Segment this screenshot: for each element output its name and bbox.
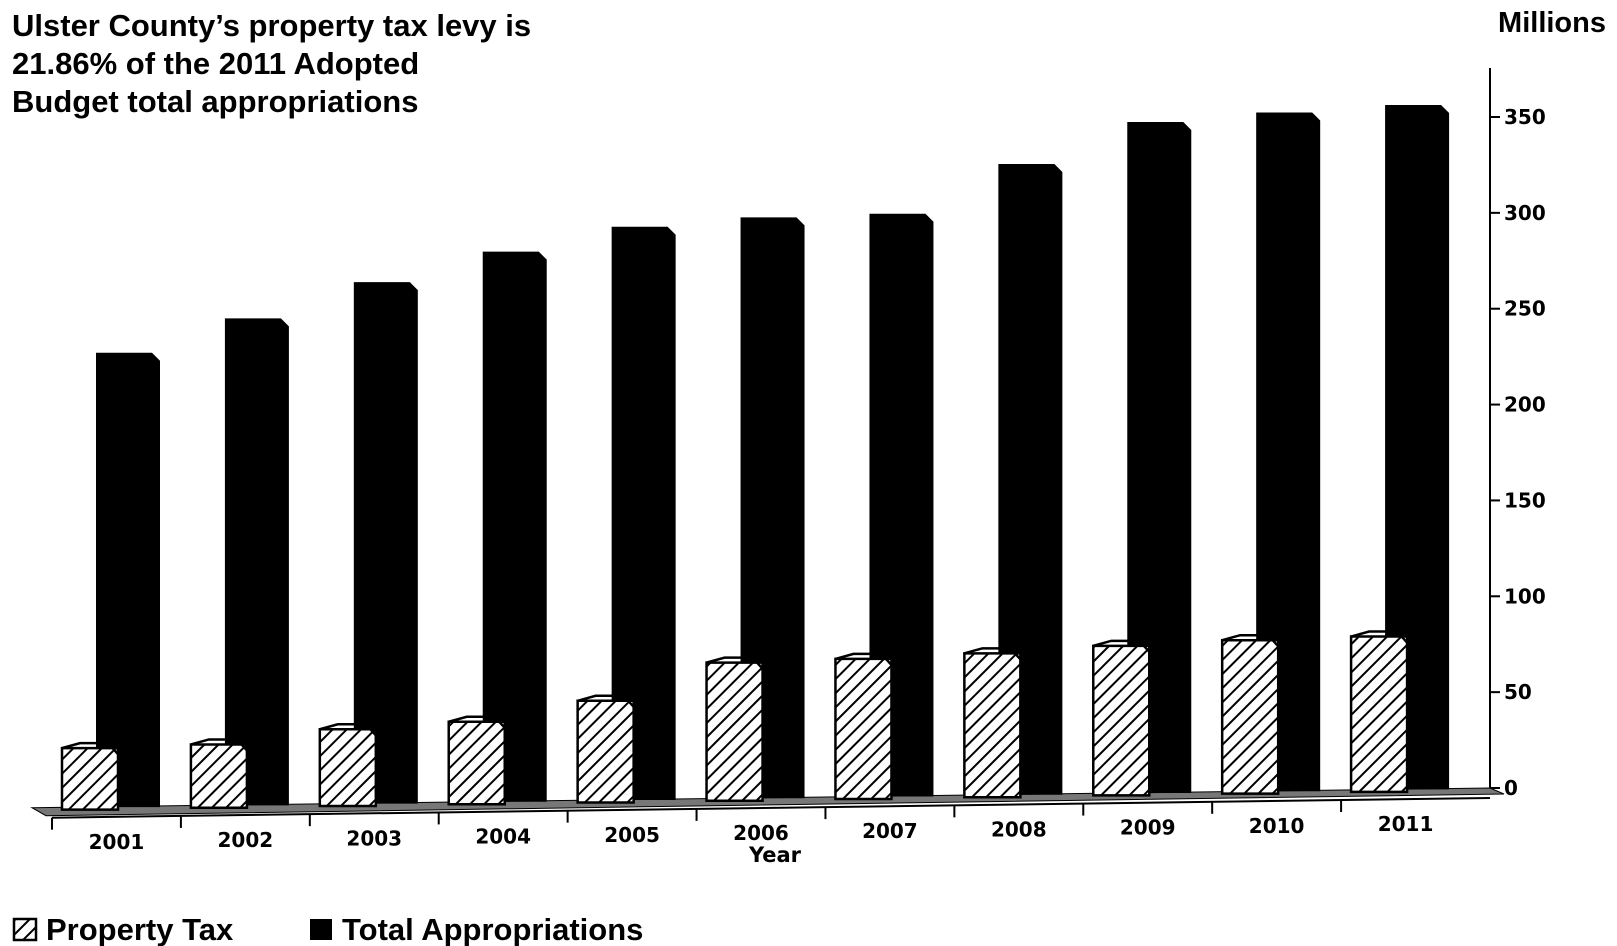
bar-total-appropriations [869,213,934,797]
bar-total-appropriations [740,217,805,799]
unit-label: Millions [1498,7,1606,39]
y-tick-label: 250 [1504,297,1546,321]
bar-property-tax [963,652,1022,799]
x-axis-line [51,797,1491,819]
bar-property-tax [834,657,893,801]
bar-property-tax [576,699,635,804]
bar-property-tax [1220,638,1280,795]
legend-item-total-appropriations: Total Appropriations [310,912,643,946]
y-axis-ticks: 0 50 100 150 200 250 300 350 [1490,105,1546,800]
bar-property-tax-top [190,738,248,752]
bar-total-appropriations [224,318,289,806]
bar-total-appropriations [611,226,676,801]
y-tick-label: 0 [1504,776,1518,800]
x-tick-label: 2009 [1120,816,1176,840]
x-axis-title: Year [748,843,802,867]
legend-swatch-total-appropriations [310,919,332,940]
bar-property-tax-top [1092,639,1151,653]
bar-property-tax-top [1221,633,1280,648]
bar-total-appropriations [96,352,160,808]
axes [51,68,1491,819]
chart-title-line-1: Ulster County’s property tax levy is [12,8,531,43]
y-tick-label: 150 [1504,488,1546,512]
x-tick-label: 2006 [733,821,789,845]
bar-total-appropriations [353,282,418,804]
bar-total-appropriations [998,163,1063,795]
x-tick-label: 2001 [89,830,145,854]
bar-property-tax [189,743,249,810]
y-tick-label: 200 [1504,393,1546,417]
bar-property-tax [318,728,378,808]
legend-item-property-tax: Property Tax [12,912,234,946]
bar-property-tax-top [706,656,764,670]
bar-property-tax-top [1350,630,1409,644]
x-tick-label: 2007 [862,819,918,843]
chart-title-line-2: 21.86% of the 2011 Adopted [12,46,419,81]
x-axis-ticks: 2001 2002 2003 2004 2005 2006 2007 2008 2009 2010… [51,800,1434,854]
legend-swatch-property-tax [12,917,38,942]
y-tick-label: 350 [1504,105,1546,129]
bar-property-tax-top [835,652,893,666]
bar-property-tax [1092,644,1151,797]
chart-title-line-3: Budget total appropriations [12,84,418,119]
y-tick-label: 50 [1504,680,1532,704]
bars [60,105,1450,811]
bar-property-tax [60,746,120,811]
bar-total-appropriations [482,251,547,802]
y-tick-label: 100 [1504,584,1546,608]
x-tick-label: 2005 [604,823,660,847]
bar-property-tax-top [448,715,506,729]
bar-property-tax-top [61,741,119,755]
bar-property-tax-top [964,647,1022,661]
bar-property-tax [1349,635,1409,794]
x-tick-label: 2004 [475,825,531,849]
x-tick-label: 2011 [1378,812,1434,836]
bar-property-tax-top [577,694,635,708]
x-tick-label: 2002 [218,828,274,852]
bar-total-appropriations [1127,121,1192,793]
bar-property-tax [705,661,764,802]
bar-property-tax-top [319,723,377,737]
legend-label-property-tax: Property Tax [46,912,234,946]
legend-label-total-appropriations: Total Appropriations [342,912,643,946]
x-tick-label: 2008 [991,817,1047,841]
x-tick-label: 2010 [1249,814,1305,838]
bar-total-appropriations [1385,105,1450,790]
y-tick-label: 300 [1504,201,1546,225]
bar-property-tax [447,720,506,806]
bar-total-appropriations [1256,112,1321,792]
legend: Property Tax Total Appropriations [12,912,643,946]
x-tick-label: 2003 [346,826,402,850]
